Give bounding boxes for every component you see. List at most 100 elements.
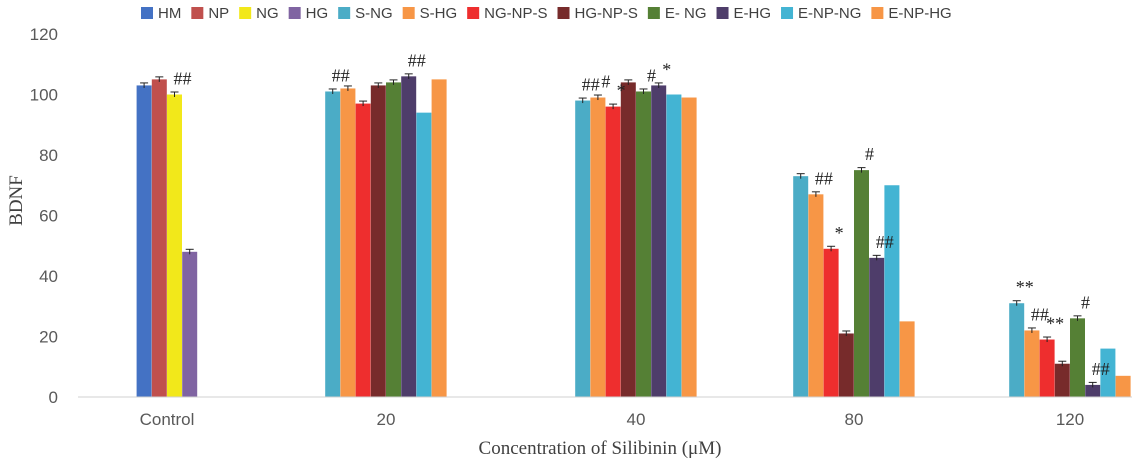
- y-axis: 0 20 40 60 80 100 120: [30, 25, 58, 407]
- legend-swatch: [716, 7, 729, 19]
- legend-item: HM: [141, 5, 181, 22]
- legend-label: S-NG: [355, 5, 393, 22]
- legend-label: E-NP-NG: [798, 5, 861, 22]
- legend-swatch: [288, 7, 301, 19]
- bar: [340, 88, 356, 397]
- legend-item: HG: [288, 5, 329, 22]
- bar: [808, 194, 824, 397]
- bar: [182, 251, 198, 397]
- bar: [651, 85, 667, 398]
- bar: [605, 106, 621, 397]
- significance-marker: ##: [332, 65, 350, 85]
- y-tick-label: 60: [39, 207, 58, 226]
- x-axis-title: Concentration of Silibinin (μM): [479, 438, 722, 459]
- legend-label: NG: [256, 5, 279, 22]
- legend-label: E-NP-HG: [888, 5, 951, 22]
- significance-marker: #: [865, 144, 874, 164]
- bar: [401, 76, 417, 397]
- legend-swatch: [141, 7, 153, 19]
- legend-label: E- NG: [665, 5, 707, 22]
- legend-item: NP: [191, 5, 229, 22]
- legend: HM NP NG HG S-NG S-HG NG-NP-S HG-NP-S E- NG E-HG E…: [141, 5, 952, 22]
- bar: [869, 257, 885, 397]
- bar: [431, 79, 447, 397]
- y-tick-label: 20: [39, 328, 58, 347]
- legend-item: E-HG: [716, 5, 772, 22]
- bar: [1039, 339, 1055, 397]
- annotations: ## ###### # *# *##*###**##**###: [174, 50, 1110, 379]
- legend-label: E-HG: [734, 5, 772, 22]
- bar: [167, 94, 182, 397]
- bar: [416, 112, 432, 398]
- significance-marker: ##: [582, 75, 600, 95]
- bar: [575, 100, 591, 398]
- bar: [370, 85, 386, 398]
- legend-swatch: [191, 7, 204, 19]
- bar: [636, 91, 651, 397]
- legend-swatch: [338, 7, 351, 19]
- legend-label: HG-NP-S: [575, 5, 638, 22]
- bar: [854, 170, 869, 397]
- significance-marker: *: [835, 223, 844, 243]
- y-tick-label: 100: [30, 86, 58, 105]
- y-tick-label: 40: [39, 267, 58, 286]
- significance-marker: ##: [174, 69, 192, 89]
- bar: [325, 91, 341, 397]
- bar: [620, 82, 636, 398]
- y-tick-label: 0: [49, 388, 58, 407]
- y-tick-label: 120: [30, 25, 58, 44]
- x-tick-label: 20: [377, 410, 396, 429]
- bars: [136, 73, 1131, 398]
- significance-marker: ##: [1092, 359, 1110, 379]
- significance-marker: **: [1046, 314, 1064, 334]
- legend-swatch: [647, 7, 660, 19]
- legend-item: NG: [239, 5, 279, 22]
- legend-item: NG-NP-S: [467, 5, 548, 22]
- bar: [884, 185, 900, 397]
- significance-marker: #: [647, 65, 656, 85]
- bar: [838, 333, 854, 397]
- legend-item: S-HG: [402, 5, 458, 22]
- x-tick-label: 80: [845, 410, 864, 429]
- bar: [1009, 303, 1025, 397]
- legend-swatch: [871, 7, 884, 19]
- bar: [136, 85, 152, 398]
- legend-label: HG: [306, 5, 329, 22]
- legend-swatch: [781, 7, 794, 19]
- legend-label: S-HG: [420, 5, 458, 22]
- bar: [666, 94, 682, 397]
- legend-label: NP: [208, 5, 229, 22]
- significance-marker: ##: [876, 232, 894, 252]
- significance-marker: ##: [408, 50, 426, 70]
- significance-marker: *: [662, 59, 671, 79]
- bar: [1054, 363, 1070, 397]
- bar: [1070, 318, 1085, 397]
- bar: [1115, 375, 1131, 397]
- x-tick-label: 40: [627, 410, 646, 429]
- significance-marker: #: [1081, 292, 1090, 312]
- bar: [681, 97, 697, 398]
- significance-marker: #: [601, 72, 610, 92]
- legend-label: HM: [158, 5, 181, 22]
- x-axis: Control 20 40 80 120: [78, 396, 1132, 429]
- bar: [151, 79, 167, 397]
- legend-label: NG-NP-S: [484, 5, 547, 22]
- bar: [590, 97, 606, 398]
- x-tick-label: Control: [140, 410, 195, 429]
- y-tick-label: 80: [39, 146, 58, 165]
- legend-swatch: [467, 7, 480, 19]
- legend-item: E-NP-HG: [871, 5, 952, 22]
- legend-item: E-NP-NG: [781, 5, 861, 22]
- bar: [355, 103, 371, 397]
- bar: [1085, 384, 1101, 397]
- significance-marker: ##: [1031, 304, 1049, 324]
- y-axis-title: BDNF: [6, 175, 27, 226]
- legend-item: HG-NP-S: [557, 5, 638, 22]
- x-tick-label: 120: [1056, 410, 1084, 429]
- bar: [823, 248, 839, 397]
- bar: [1024, 330, 1040, 397]
- significance-marker: *: [617, 81, 626, 101]
- significance-marker: **: [1016, 277, 1034, 297]
- significance-marker: ##: [815, 168, 833, 188]
